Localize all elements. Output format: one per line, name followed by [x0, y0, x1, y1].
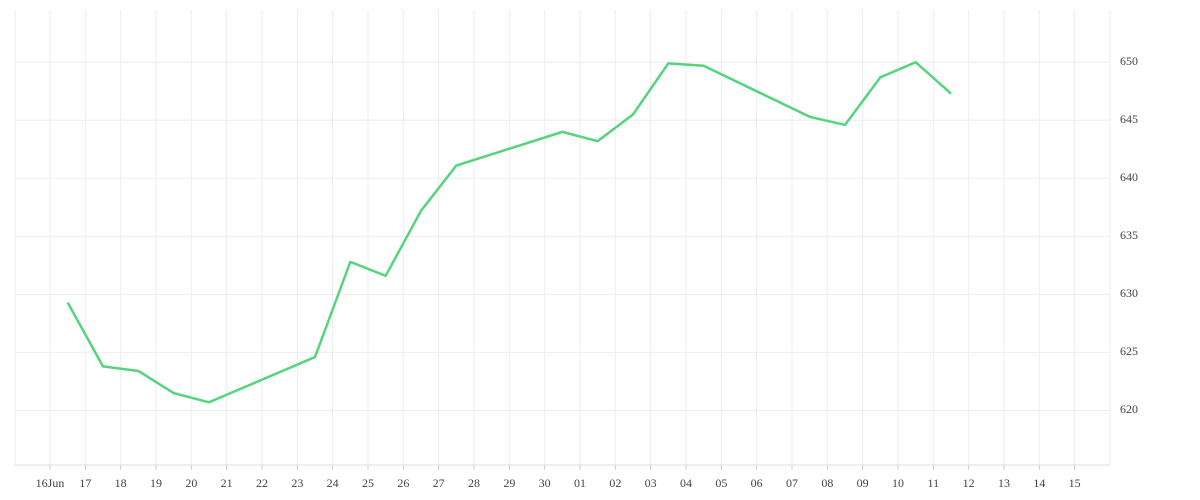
- x-tick-label: 29: [503, 476, 515, 490]
- y-tick-label: 645: [1120, 112, 1138, 126]
- x-tick-label: 13: [998, 476, 1010, 490]
- x-tick-label: 19: [150, 476, 162, 490]
- x-tick-label: 02: [609, 476, 621, 490]
- x-tick-label: 17: [79, 476, 91, 490]
- x-tick-label: 27: [433, 476, 445, 490]
- x-tick-label: 06: [751, 476, 763, 490]
- y-tick-label: 625: [1120, 344, 1138, 358]
- y-tick-label: 635: [1120, 228, 1138, 242]
- x-tick-label: 30: [539, 476, 551, 490]
- x-tick-label: 20: [185, 476, 197, 490]
- x-tick-label: 01: [574, 476, 586, 490]
- x-tick-label: 11: [928, 476, 940, 490]
- y-tick-label: 620: [1120, 402, 1138, 416]
- x-tick-label: 08: [821, 476, 833, 490]
- price-line: [66, 60, 952, 404]
- x-tick-label: 23: [291, 476, 303, 490]
- x-tick-label: 09: [857, 476, 869, 490]
- x-tick-label: 18: [115, 476, 127, 490]
- x-tick-label: 12: [963, 476, 975, 490]
- x-tick-label: 04: [680, 476, 692, 490]
- x-tick-label: 05: [715, 476, 727, 490]
- x-tick-label: 03: [645, 476, 657, 490]
- x-tick-label: 24: [327, 476, 339, 490]
- x-tick-label: 10: [892, 476, 904, 490]
- x-tick-label: 22: [256, 476, 268, 490]
- y-tick-label: 640: [1120, 170, 1138, 184]
- x-tick-label: 26: [397, 476, 409, 490]
- x-tick-label: 28: [468, 476, 480, 490]
- x-tick-label: 25: [362, 476, 374, 490]
- x-tick-label: 16Jun: [36, 476, 65, 490]
- y-tick-label: 650: [1120, 54, 1138, 68]
- y-tick-label: 630: [1120, 286, 1138, 300]
- x-tick-label: 07: [786, 476, 798, 490]
- x-tick-label: 15: [1069, 476, 1081, 490]
- x-tick-label: 21: [221, 476, 233, 490]
- x-tick-label: 14: [1033, 476, 1045, 490]
